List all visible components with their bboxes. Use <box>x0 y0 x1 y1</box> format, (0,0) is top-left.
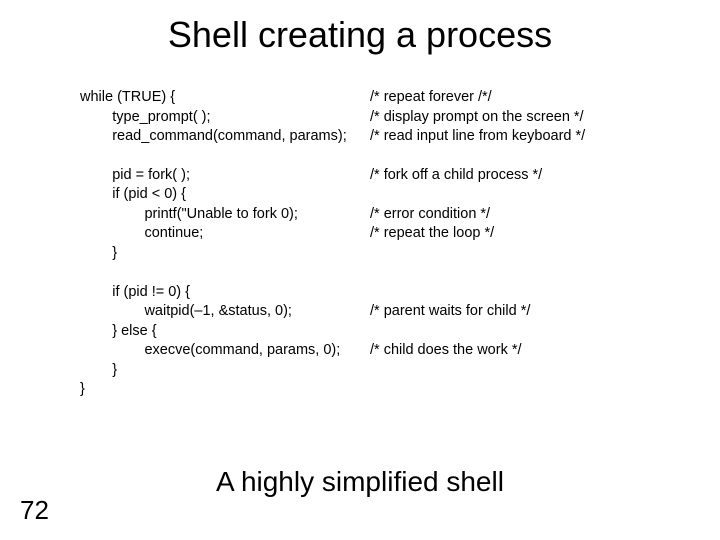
code-row: } else { <box>80 322 640 342</box>
code-text: printf("Unable to fork 0); <box>80 205 370 225</box>
code-comment: /* child does the work */ <box>370 341 522 361</box>
code-text: read_command(command, params); <box>80 127 370 147</box>
code-row: } <box>80 380 640 400</box>
code-row: type_prompt( );/* display prompt on the … <box>80 108 640 128</box>
code-row: } <box>80 361 640 381</box>
code-comment: /* repeat forever /*/ <box>370 88 492 108</box>
code-row <box>80 264 640 283</box>
code-block: while (TRUE) {/* repeat forever /*/ type… <box>80 88 640 400</box>
code-row: read_command(command, params);/* read in… <box>80 127 640 147</box>
code-comment: /* display prompt on the screen */ <box>370 108 584 128</box>
code-comment: /* parent waits for child */ <box>370 302 530 322</box>
code-text: while (TRUE) { <box>80 88 370 108</box>
slide: Shell creating a process while (TRUE) {/… <box>0 0 720 540</box>
slide-title: Shell creating a process <box>0 14 720 56</box>
code-row: execve(command, params, 0);/* child does… <box>80 341 640 361</box>
code-text: if (pid != 0) { <box>80 283 370 303</box>
code-text <box>80 264 370 283</box>
page-number: 72 <box>20 495 49 526</box>
code-row: } <box>80 244 640 264</box>
code-row: continue;/* repeat the loop */ <box>80 224 640 244</box>
code-text: continue; <box>80 224 370 244</box>
code-comment: /* fork off a child process */ <box>370 166 542 186</box>
code-text <box>80 147 370 166</box>
code-row: waitpid(–1, &status, 0);/* parent waits … <box>80 302 640 322</box>
code-text: waitpid(–1, &status, 0); <box>80 302 370 322</box>
code-text: if (pid < 0) { <box>80 185 370 205</box>
code-row: if (pid < 0) { <box>80 185 640 205</box>
code-row: while (TRUE) {/* repeat forever /*/ <box>80 88 640 108</box>
code-text: } <box>80 244 370 264</box>
code-text: } <box>80 361 370 381</box>
code-comment: /* error condition */ <box>370 205 490 225</box>
code-row: pid = fork( );/* fork off a child proces… <box>80 166 640 186</box>
code-comment: /* repeat the loop */ <box>370 224 494 244</box>
code-row: if (pid != 0) { <box>80 283 640 303</box>
code-row <box>80 147 640 166</box>
code-comment: /* read input line from keyboard */ <box>370 127 585 147</box>
code-text: pid = fork( ); <box>80 166 370 186</box>
code-row: printf("Unable to fork 0);/* error condi… <box>80 205 640 225</box>
slide-caption: A highly simplified shell <box>0 466 720 498</box>
code-text: } else { <box>80 322 370 342</box>
code-text: } <box>80 380 370 400</box>
code-text: execve(command, params, 0); <box>80 341 370 361</box>
code-text: type_prompt( ); <box>80 108 370 128</box>
